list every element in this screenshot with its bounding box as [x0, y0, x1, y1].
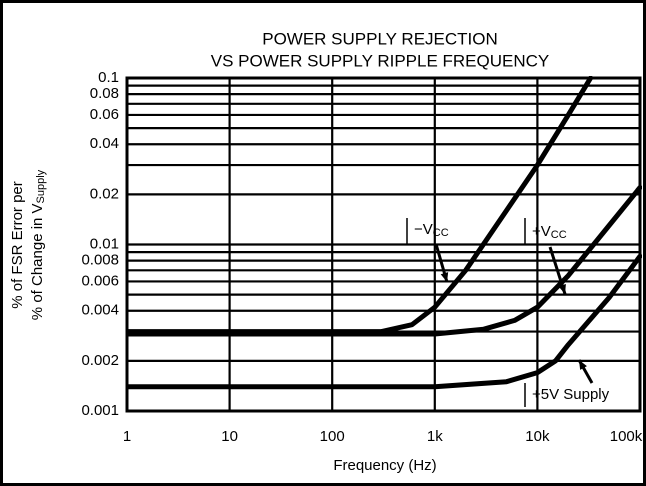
- series-label-name: −V: [414, 221, 433, 238]
- series-label-name: +V: [532, 223, 551, 240]
- series-label-sub: CC: [551, 229, 567, 241]
- y-axis-label: % of FSR Error per % of Change in VSuppl…: [9, 169, 47, 320]
- label-arrowhead: [579, 360, 587, 370]
- series-label: +VCC: [532, 223, 567, 241]
- chart-title: POWER SUPPLY REJECTION: [262, 29, 498, 48]
- plot-border: [125, 76, 642, 413]
- y-label-sub: Supply: [35, 169, 47, 203]
- y-tick-label: 0.002: [81, 352, 119, 369]
- y-tick-label: 0.001: [81, 402, 119, 419]
- x-tick-label: 10k: [525, 428, 550, 445]
- y-axis-label-line: % of Change in VSupply: [29, 169, 47, 320]
- y-tick-label: 0.006: [81, 272, 119, 289]
- x-tick-label: 1k: [427, 428, 443, 445]
- series-line: [127, 253, 642, 390]
- y-tick-label: 0.04: [90, 135, 119, 152]
- x-tick-label: 10: [221, 428, 238, 445]
- label-arrowhead: [440, 272, 449, 282]
- y-axis-label-line: % of FSR Error per: [9, 181, 26, 309]
- series-label-name: +5V Supply: [532, 386, 610, 403]
- y-tick-label: 0.008: [81, 252, 119, 269]
- chart-subtitle: VS POWER SUPPLY RIPPLE FREQUENCY: [211, 51, 550, 70]
- y-tick-label: 0.06: [90, 106, 119, 123]
- series-label: −VCC: [414, 221, 449, 239]
- x-tick-label: 1: [123, 428, 131, 445]
- x-axis-label: Frequency (Hz): [333, 457, 436, 474]
- y-tick-label: 0.08: [90, 85, 119, 102]
- y-tick-label: 0.02: [90, 185, 119, 202]
- series-label-sub: CC: [433, 227, 449, 239]
- series-label: +5V Supply: [532, 386, 610, 403]
- y-tick-label: 0.004: [81, 302, 119, 319]
- y-label-text: % of Change in V: [29, 203, 46, 320]
- y-tick-label: 0.01: [90, 235, 119, 252]
- series-line: [127, 185, 642, 337]
- x-tick-label: 100k: [610, 428, 643, 445]
- x-tick-label: 100: [320, 428, 345, 445]
- label-arrowhead: [558, 284, 566, 294]
- y-tick-label: 0.1: [98, 69, 119, 86]
